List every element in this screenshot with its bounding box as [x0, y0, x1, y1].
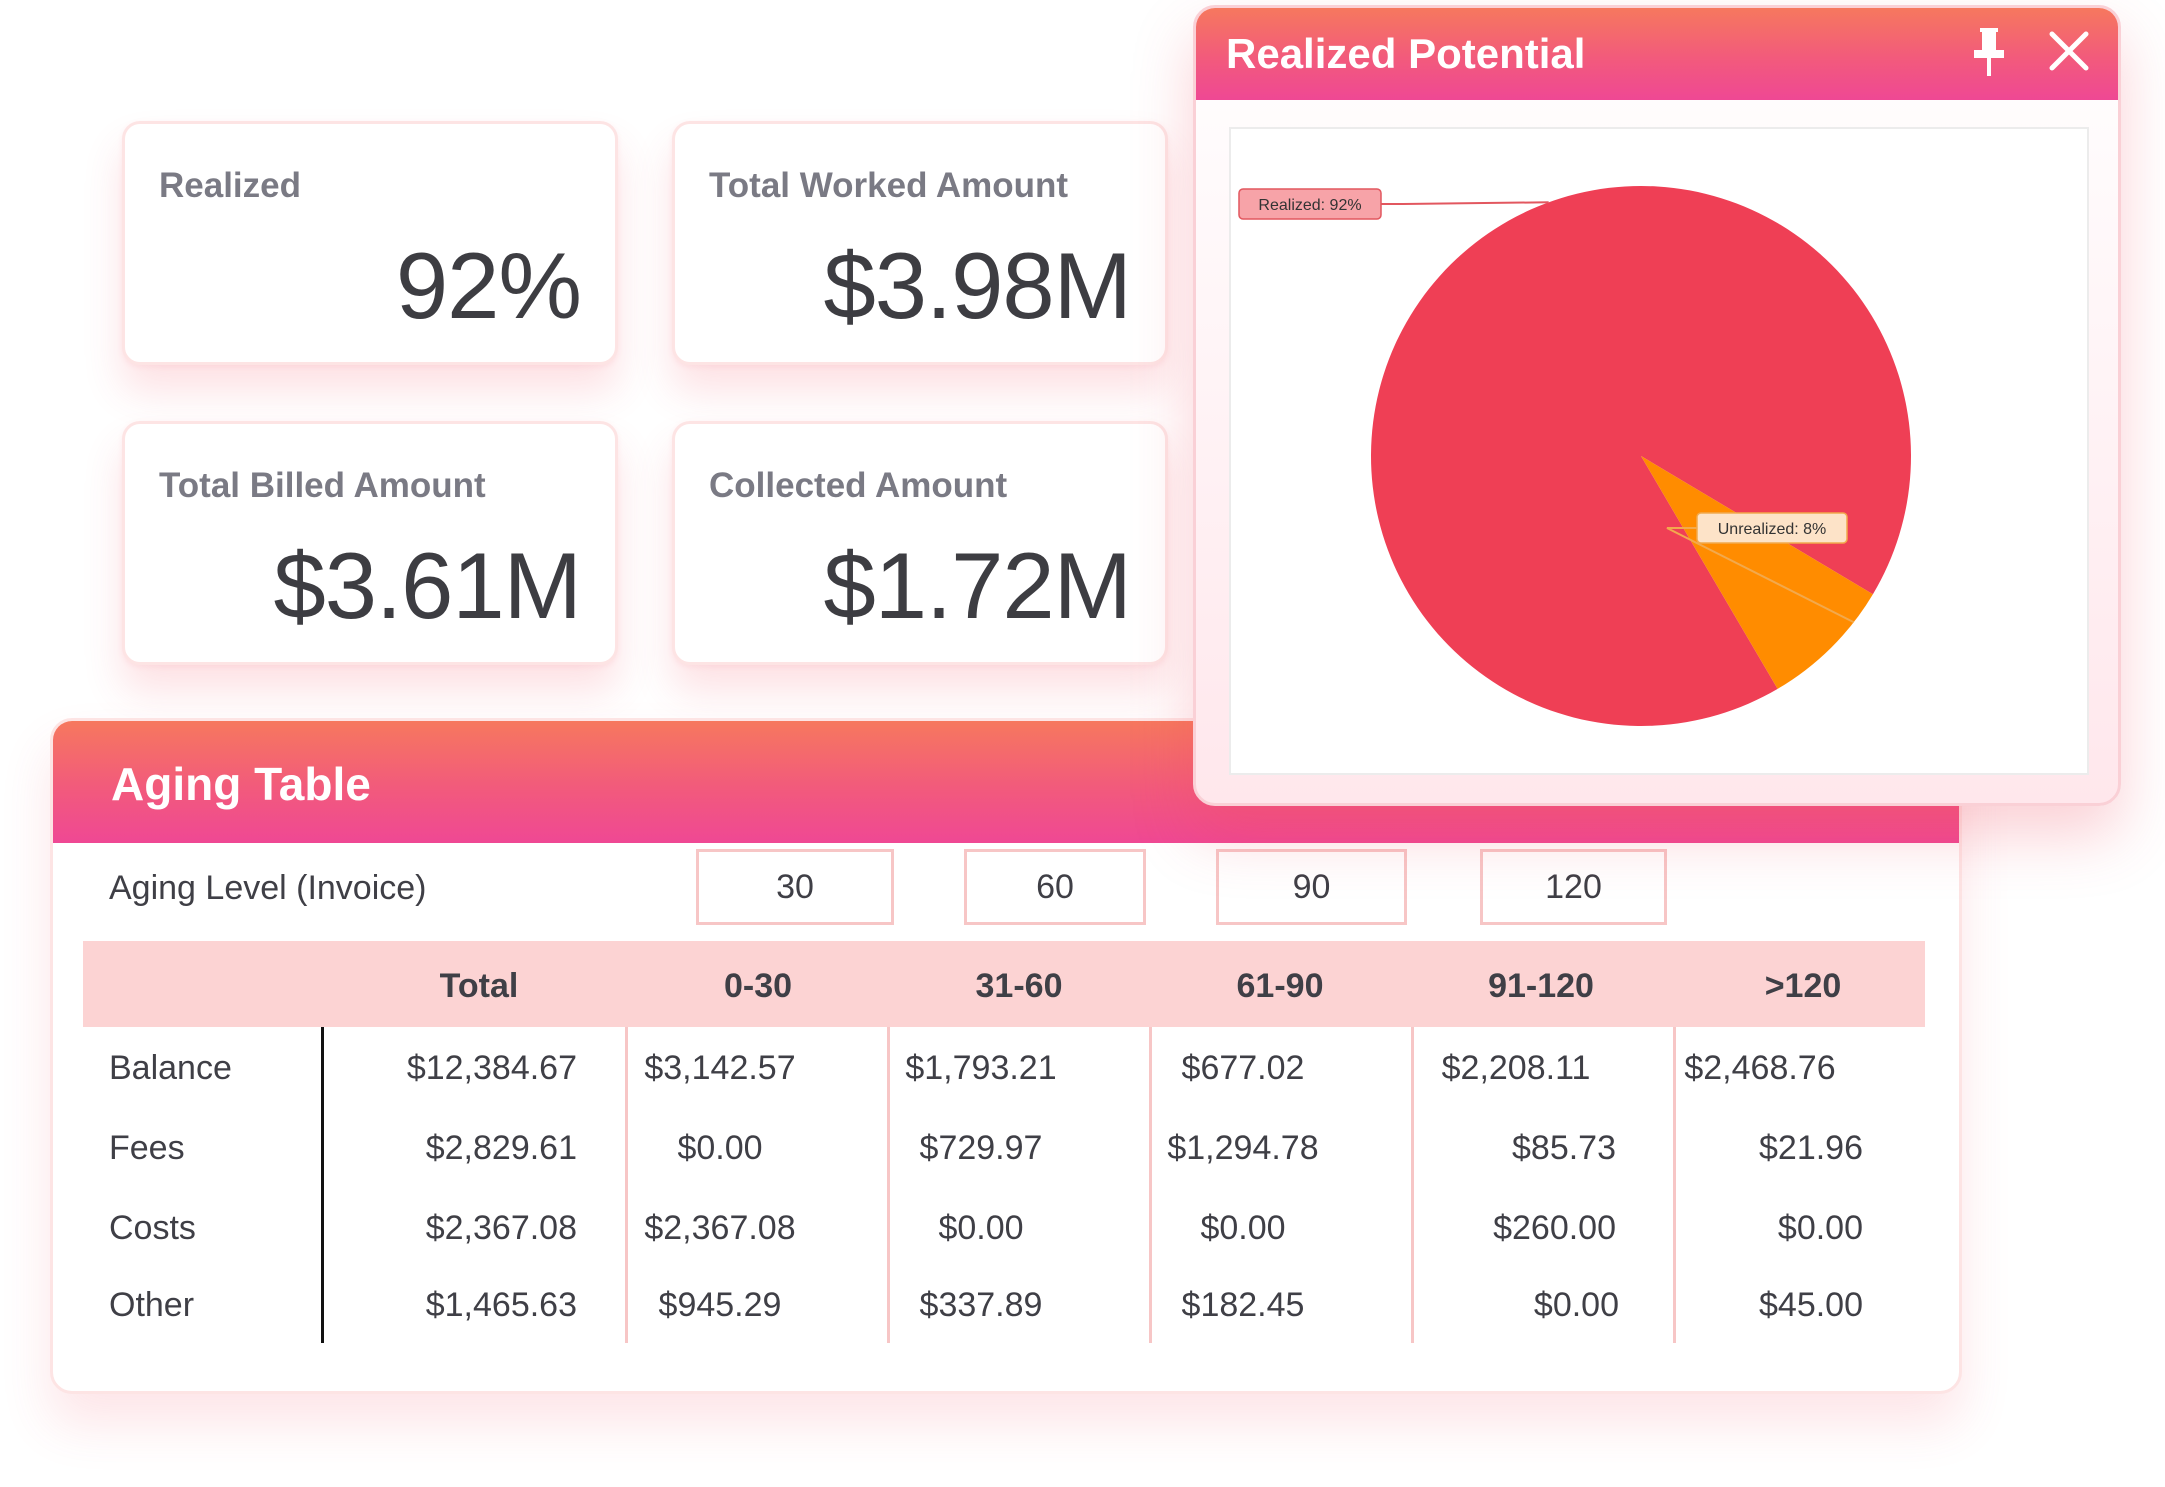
aging-table-panel: Aging Table Aging Level (Invoice) 30 60 …	[50, 718, 1962, 1394]
row-label-other: Other	[109, 1286, 195, 1324]
table-cell: $0.00	[1777, 1209, 1863, 1247]
table-cell: $2,468.76	[1684, 1049, 1836, 1087]
table-cell: $2,367.08	[425, 1209, 577, 1247]
column-divider	[1411, 1027, 1414, 1343]
row-label-divider	[321, 1027, 324, 1343]
kpi-value: $3.98M	[823, 233, 1132, 338]
kpi-label: Total Worked Amount	[709, 166, 1069, 205]
table-cell: $3,142.57	[644, 1049, 796, 1087]
table-cell: $337.89	[919, 1286, 1043, 1324]
aging-level-label: Aging Level (Invoice)	[109, 869, 427, 907]
aging-level-input-120[interactable]: 120	[1480, 849, 1667, 925]
pie-leader-line	[1381, 201, 1549, 205]
pie-chart: Realized: 92% Unrealized: 8%	[1238, 185, 1912, 726]
kpi-card-total-worked: Total Worked Amount $3.98M	[672, 121, 1168, 365]
row-label-costs: Costs	[109, 1209, 196, 1247]
realized-potential-header[interactable]: Realized Potential	[1196, 8, 2118, 100]
table-cell: $0.00	[1200, 1209, 1286, 1247]
close-icon[interactable]	[2044, 26, 2094, 76]
table-cell: $45.00	[1759, 1286, 1863, 1324]
table-cell: $1,465.63	[425, 1286, 577, 1324]
pie-chart-area: Realized: 92% Unrealized: 8%	[1229, 127, 2089, 775]
column-header-total: Total	[439, 967, 519, 1005]
realized-potential-window: Realized Potential Realized: 92% Unrealiz…	[1193, 5, 2121, 806]
column-header-31-60: 31-60	[975, 967, 1063, 1005]
kpi-card-total-billed: Total Billed Amount $3.61M	[122, 421, 618, 665]
aging-table-title: Aging Table	[111, 758, 371, 810]
table-cell: $677.02	[1181, 1049, 1305, 1087]
table-cell: $12,384.67	[406, 1049, 577, 1087]
table-cell: $1,793.21	[905, 1049, 1057, 1087]
column-divider	[1673, 1027, 1676, 1343]
pie-label-box	[1238, 188, 1382, 220]
aging-level-input-30[interactable]: 30	[696, 849, 894, 925]
column-header-61-90: 61-90	[1236, 967, 1324, 1005]
table-cell: $0.00	[677, 1129, 763, 1167]
kpi-card-collected: Collected Amount $1.72M	[672, 421, 1168, 665]
pie-slice-realized[interactable]	[1371, 185, 1912, 726]
table-cell: $2,367.08	[644, 1209, 796, 1247]
table-cell: $260.00	[1493, 1209, 1616, 1247]
realized-potential-title: Realized Potential	[1226, 30, 1586, 77]
aging-level-input-60[interactable]: 60	[964, 849, 1146, 925]
pin-icon[interactable]	[1966, 26, 2012, 80]
pie-label-box	[1696, 512, 1848, 544]
kpi-value: $1.72M	[823, 533, 1132, 638]
kpi-label: Collected Amount	[709, 466, 1008, 505]
column-divider	[1149, 1027, 1152, 1343]
column-header-over-120: >120	[1764, 967, 1842, 1005]
kpi-card-realized: Realized 92%	[122, 121, 618, 365]
column-divider	[625, 1027, 628, 1343]
kpi-label: Total Billed Amount	[159, 466, 486, 505]
kpi-label: Realized	[159, 166, 301, 205]
table-cell: $1,294.78	[1167, 1129, 1319, 1167]
row-label-fees: Fees	[109, 1129, 185, 1167]
column-header-91-120: 91-120	[1488, 967, 1594, 1005]
table-cell: $85.73	[1512, 1129, 1616, 1167]
table-cell: $2,829.61	[425, 1129, 577, 1167]
table-cell: $2,208.11	[1441, 1049, 1591, 1087]
table-cell: $21.96	[1759, 1129, 1863, 1167]
table-cell: $182.45	[1181, 1286, 1305, 1324]
pie-label-realized: Realized: 92%	[1258, 197, 1361, 214]
column-divider	[887, 1027, 890, 1343]
pie-leader-line	[1666, 527, 1855, 624]
column-header-0-30: 0-30	[723, 967, 793, 1005]
table-cell: $729.97	[919, 1129, 1043, 1167]
table-cell: $0.00	[938, 1209, 1024, 1247]
kpi-value: 92%	[395, 233, 582, 338]
aging-level-input-90[interactable]: 90	[1216, 849, 1407, 925]
row-label-balance: Balance	[109, 1049, 232, 1087]
kpi-value: $3.61M	[273, 533, 582, 638]
table-cell: $945.29	[658, 1286, 782, 1324]
aging-table-head: Total 0-30 31-60 61-90 91-120 >120	[83, 941, 1925, 1027]
table-cell: $0.00	[1533, 1286, 1619, 1324]
pie-label-unrealized: Unrealized: 8%	[1718, 521, 1827, 538]
